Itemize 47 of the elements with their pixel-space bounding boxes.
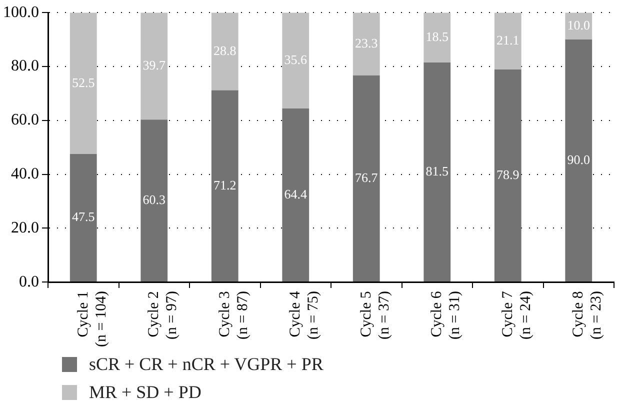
data-label: 10.0 <box>567 17 590 32</box>
bar <box>211 12 238 90</box>
data-label: 52.5 <box>72 74 95 90</box>
data-label: 18.5 <box>426 28 448 44</box>
y-tick-label: 40.0 <box>11 165 39 182</box>
bar <box>70 12 97 154</box>
bar <box>211 90 238 282</box>
bar <box>140 120 168 282</box>
bar <box>424 12 451 62</box>
bar <box>565 40 592 282</box>
x-tick-label: Cycle 8 (n = 23) <box>570 291 605 340</box>
x-tick-label: Cycle 7 (n = 24) <box>500 290 534 340</box>
x-tick-label: Cycle 1 (n = 104) <box>75 291 110 348</box>
data-label: 81.5 <box>426 163 448 178</box>
x-tick-label: Cycle 3 (n = 87) <box>216 291 251 340</box>
bar <box>282 12 310 109</box>
bar <box>424 62 451 282</box>
bar <box>282 108 310 282</box>
y-tick-label: 60.0 <box>11 112 39 129</box>
bar <box>494 69 522 282</box>
legend-label: MR + SD + PD <box>89 382 202 402</box>
bar <box>140 12 168 120</box>
bar <box>494 12 522 70</box>
data-label: 47.5 <box>72 209 95 224</box>
bar <box>352 12 380 76</box>
y-tick-label: 80.0 <box>11 58 39 75</box>
data-label: 28.8 <box>214 42 236 58</box>
data-label: 21.1 <box>496 32 520 48</box>
bar <box>352 75 380 282</box>
x-tick-label: Cycle 4 (n = 75) <box>288 290 322 340</box>
x-tick-label: Cycle 5 (n = 37) <box>358 291 392 340</box>
data-label: 71.2 <box>214 177 236 192</box>
y-tick-label: 20.0 <box>11 219 39 236</box>
data-label: 60.3 <box>142 192 166 207</box>
data-label: 39.7 <box>142 58 166 73</box>
data-label: 90.0 <box>567 152 590 167</box>
data-label: 78.9 <box>496 166 520 182</box>
data-label: 64.4 <box>284 186 308 202</box>
y-tick-label: 100.0 <box>3 4 39 21</box>
data-label: 76.7 <box>355 170 378 185</box>
y-tick-label: 0.0 <box>19 273 39 290</box>
data-label: 35.6 <box>284 52 308 67</box>
legend-label: sCR + CR + nCR + VGPR + PR <box>89 354 324 374</box>
x-tick-label: Cycle 2 (n = 97) <box>146 291 180 340</box>
x-tick-label: Cycle 6 (n = 31) <box>429 290 464 340</box>
bar <box>70 154 97 282</box>
data-label: 23.3 <box>355 35 378 50</box>
